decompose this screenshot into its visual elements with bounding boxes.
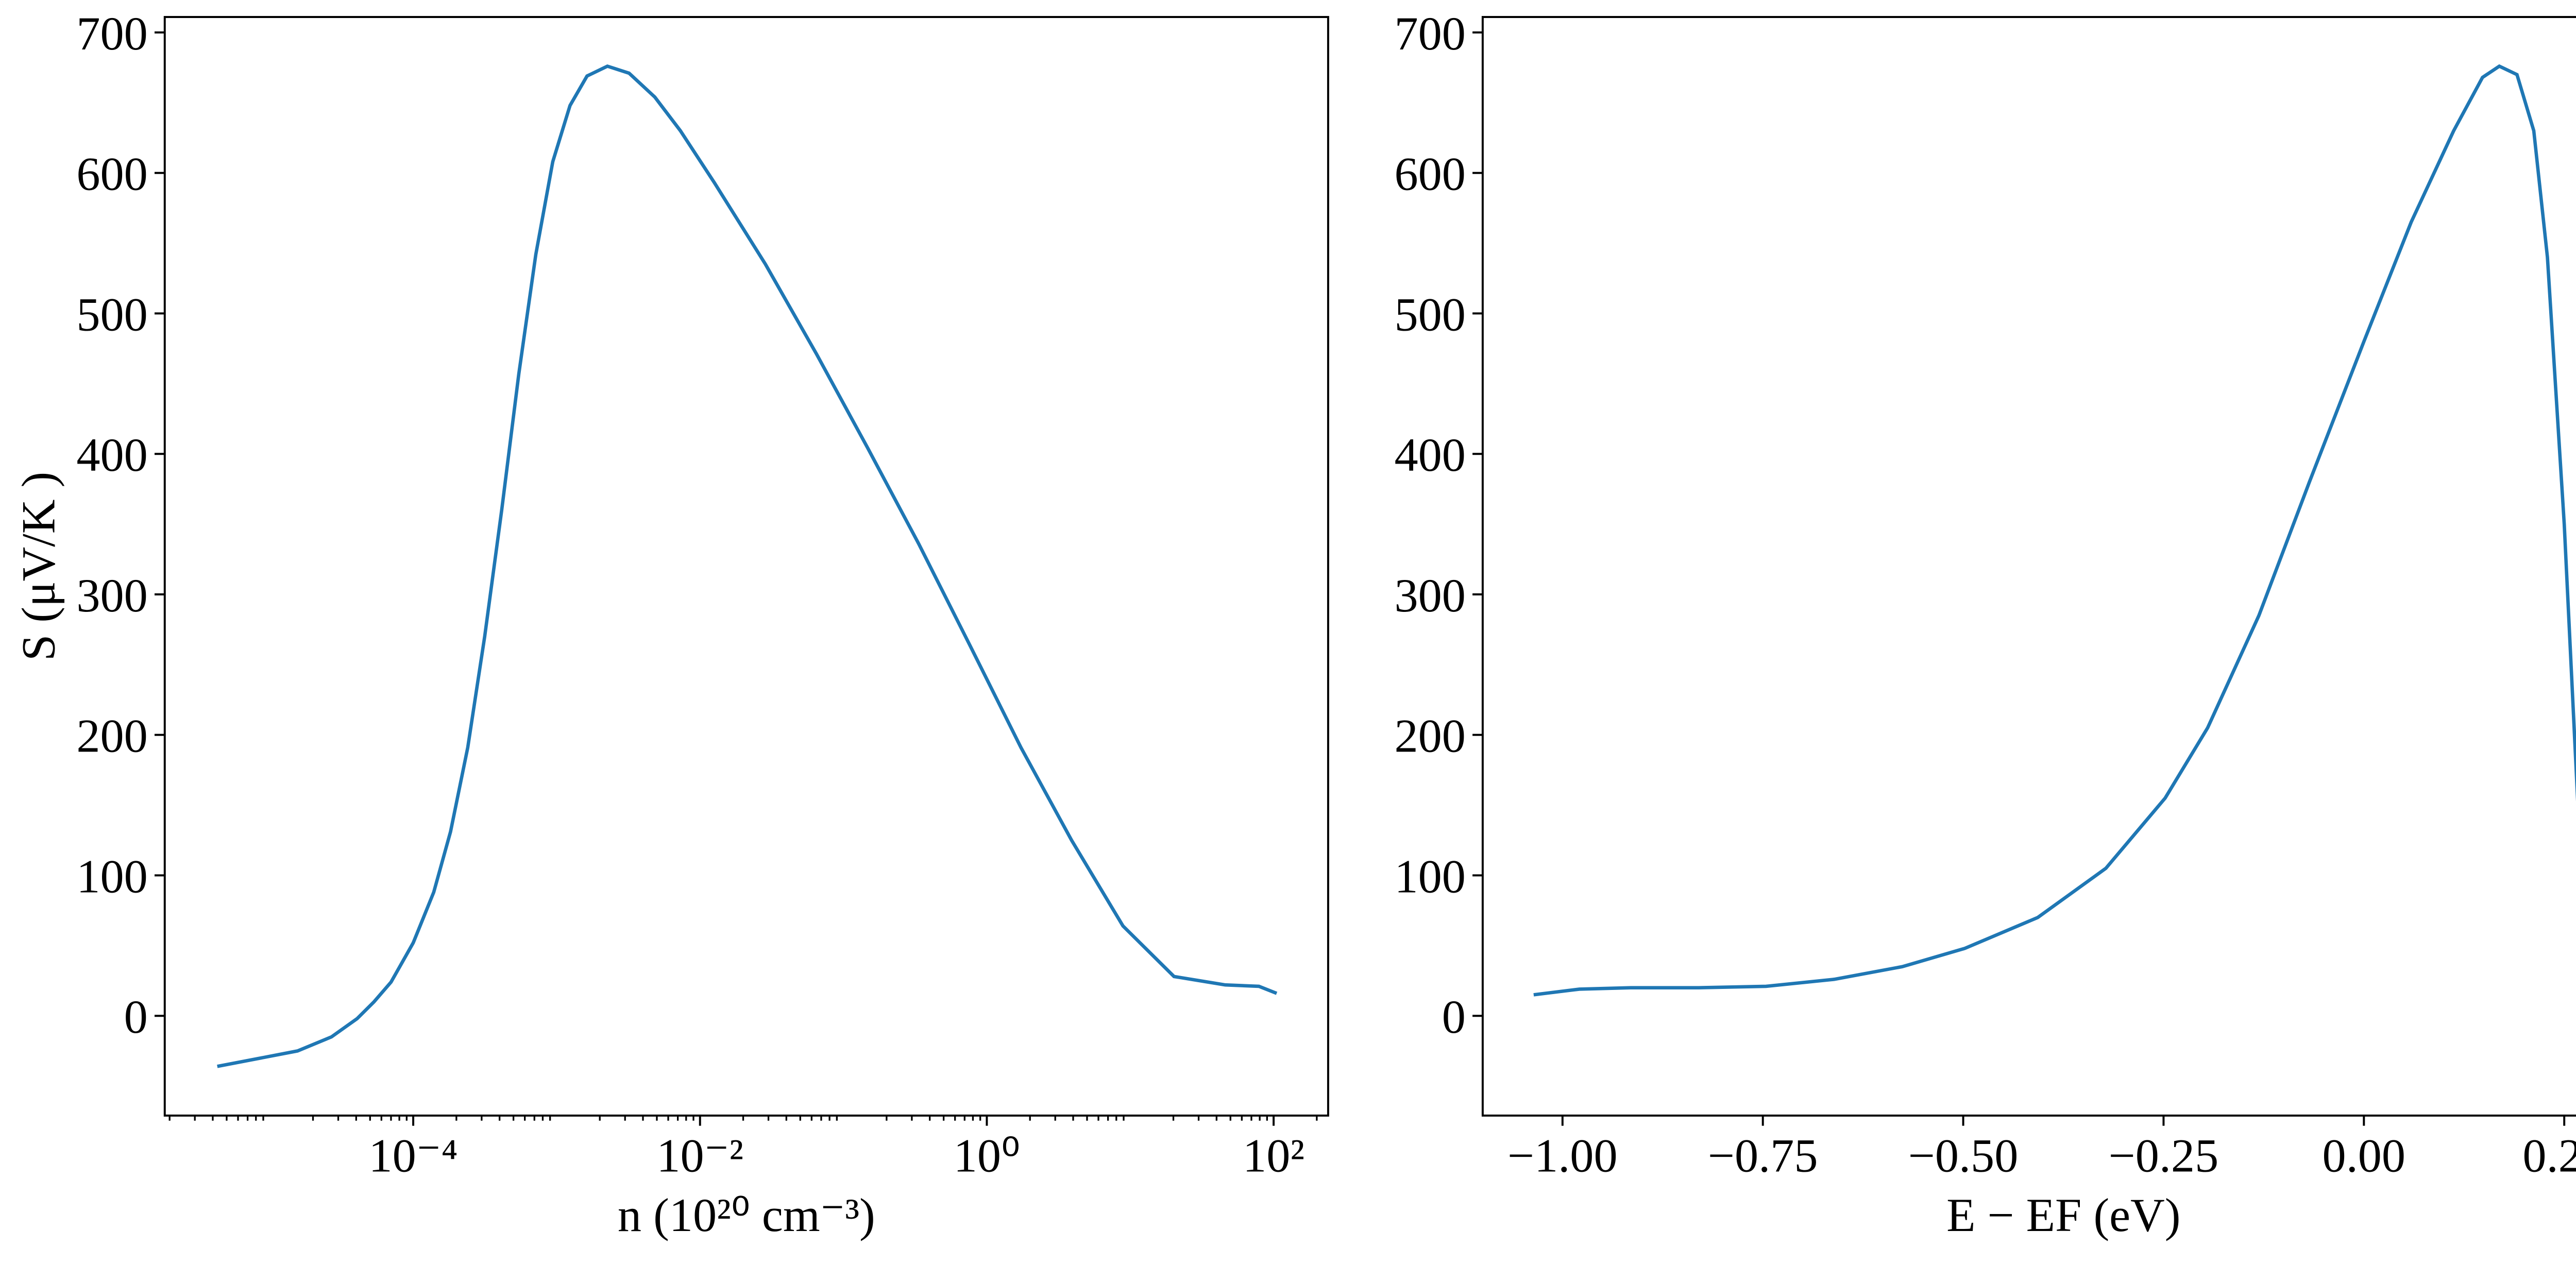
x-axis-label: E − EF (eV)	[1946, 1189, 2180, 1241]
data-line	[217, 64, 1278, 1068]
y-tick-label: 600	[76, 148, 147, 200]
x-tick-label: −1.00	[1507, 1130, 1618, 1182]
x-tick-label: −0.50	[1908, 1130, 2019, 1182]
y-tick-label: 200	[76, 710, 147, 762]
y-tick-label: 700	[76, 7, 147, 60]
data-line	[1533, 64, 2576, 997]
x-tick-label: 10⁰	[954, 1130, 1020, 1182]
x-tick-label: 10²	[1243, 1130, 1304, 1182]
y-axis-label: S (μV/K )	[12, 472, 64, 661]
y-tick-label: 700	[1394, 7, 1465, 60]
y-tick-label: 100	[1394, 850, 1465, 902]
plot-frame	[1481, 16, 2576, 1117]
y-tick-label: 300	[76, 569, 147, 622]
y-tick-label: 400	[76, 429, 147, 481]
y-tick-label: 500	[76, 288, 147, 340]
plot-frame	[163, 16, 1329, 1117]
y-tick-label: 500	[1394, 288, 1465, 340]
x-axis-label: n (10²⁰ cm⁻³)	[618, 1189, 875, 1241]
x-tick-label: 10⁻²	[656, 1130, 743, 1182]
x-tick-label: 10⁻⁴	[368, 1130, 457, 1182]
y-tick-label: 400	[1394, 429, 1465, 481]
y-tick-label: 600	[1394, 148, 1465, 200]
y-tick-label: 100	[76, 850, 147, 902]
x-tick-label: −0.75	[1708, 1130, 1818, 1182]
y-tick-label: 0	[1442, 990, 1466, 1043]
y-tick-label: 200	[1394, 710, 1465, 762]
x-tick-label: 0.25	[2522, 1130, 2576, 1182]
y-tick-label: 300	[1394, 569, 1465, 622]
x-tick-label: −0.25	[2109, 1130, 2219, 1182]
y-tick-label: 0	[124, 990, 148, 1043]
x-tick-label: 0.00	[2323, 1130, 2406, 1182]
